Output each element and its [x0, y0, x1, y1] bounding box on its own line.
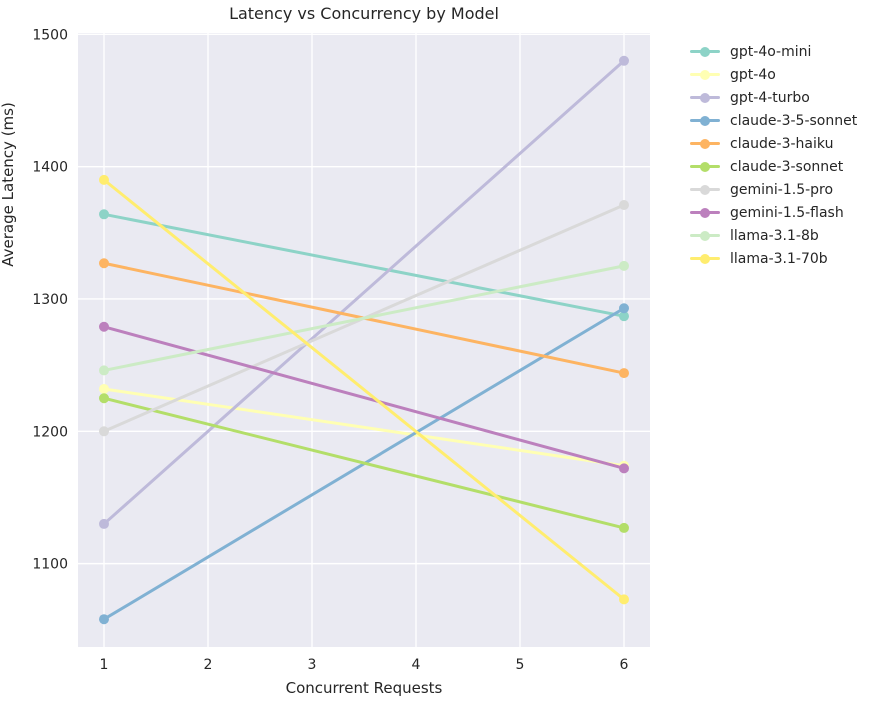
legend-dot-icon [700, 138, 710, 149]
data-point-gemini-1.5-flash-x6 [619, 463, 629, 474]
legend-line-marker-icon [690, 253, 720, 264]
data-point-claude-3-haiku-x1 [99, 258, 109, 269]
legend-label: claude-3-5-sonnet [730, 112, 858, 129]
legend-dot-icon [700, 92, 710, 103]
x-tick-label: 4 [412, 657, 421, 673]
x-axis-label: Concurrent Requests [285, 679, 443, 697]
x-tick-label: 1 [100, 657, 109, 673]
legend-line-marker-icon [690, 138, 720, 149]
data-point-claude-3-sonnet-x1 [99, 393, 109, 404]
legend-item-claude-3-sonnet: claude-3-sonnet [690, 155, 857, 178]
legend-line-marker-icon [690, 230, 720, 241]
legend-item-llama-3.1-8b: llama-3.1-8b [690, 224, 857, 247]
legend-dot-icon [700, 184, 710, 195]
y-tick-label: 1200 [32, 424, 68, 440]
data-point-llama-3.1-8b-x6 [619, 260, 629, 271]
legend-item-gpt-4o-mini: gpt-4o-mini [690, 40, 857, 63]
legend-item-gemini-1.5-pro: gemini-1.5-pro [690, 178, 857, 201]
data-point-claude-3-haiku-x6 [619, 368, 629, 379]
legend-label: gemini-1.5-flash [730, 204, 844, 221]
series-line-llama-3.1-70b [102, 178, 626, 601]
legend-item-claude-3-5-sonnet: claude-3-5-sonnet [690, 109, 857, 132]
legend: gpt-4o-mini gpt-4o gpt-4-turbo claude-3-5-s… [690, 40, 857, 270]
legend-label: gemini-1.5-pro [730, 181, 834, 198]
y-tick-label: 1300 [32, 292, 68, 308]
data-point-gpt-4-turbo-x6 [619, 55, 629, 66]
legend-label: llama-3.1-70b [730, 250, 828, 267]
chart-title: Latency vs Concurrency by Model [229, 4, 499, 23]
plot-area [78, 33, 650, 647]
x-tick-label: 2 [204, 657, 213, 673]
legend-label: gpt-4o-mini [730, 43, 812, 60]
series-line-gemini-1.5-flash [102, 325, 626, 470]
data-point-llama-3.1-8b-x1 [99, 365, 109, 376]
y-axis-label: Average Latency (ms) [0, 102, 17, 267]
data-point-gpt-4o-x1 [99, 383, 109, 394]
data-point-gemini-1.5-pro-x1 [99, 426, 109, 437]
legend-line-marker-icon [690, 115, 720, 126]
legend-dot-icon [700, 253, 710, 264]
data-point-claude-3-sonnet-x6 [619, 522, 629, 533]
legend-line-marker-icon [690, 184, 720, 195]
legend-item-claude-3-haiku: claude-3-haiku [690, 132, 857, 155]
data-point-gemini-1.5-flash-x1 [99, 321, 109, 332]
y-tick-label: 1100 [32, 557, 68, 573]
data-point-claude-3-5-sonnet-x6 [619, 303, 629, 314]
legend-dot-icon [700, 69, 710, 80]
y-tick-label: 1500 [32, 27, 68, 43]
x-tick-label: 3 [308, 657, 317, 673]
legend-item-gpt-4o: gpt-4o [690, 63, 857, 86]
legend-line-marker-icon [690, 46, 720, 57]
data-point-gpt-4-turbo-x1 [99, 518, 109, 529]
legend-item-gpt-4-turbo: gpt-4-turbo [690, 86, 857, 109]
legend-dot-icon [700, 115, 710, 126]
x-tick-label: 5 [516, 657, 525, 673]
x-tick-label: 6 [620, 657, 629, 673]
legend-dot-icon [700, 161, 710, 172]
legend-label: llama-3.1-8b [730, 227, 819, 244]
series-line-claude-3-sonnet [102, 396, 626, 530]
series-line-gpt-4o [102, 387, 626, 468]
legend-label: claude-3-sonnet [730, 158, 844, 175]
series-line-llama-3.1-8b [102, 264, 626, 372]
legend-label: gpt-4-turbo [730, 89, 810, 106]
data-point-gpt-4o-mini-x6 [619, 311, 629, 322]
data-point-gpt-4o-mini-x1 [99, 209, 109, 220]
legend-label: claude-3-haiku [730, 135, 834, 152]
legend-line-marker-icon [690, 69, 720, 80]
data-point-claude-3-5-sonnet-x1 [99, 614, 109, 625]
legend-line-marker-icon [690, 161, 720, 172]
legend-label: gpt-4o [730, 66, 776, 83]
legend-item-llama-3.1-70b: llama-3.1-70b [690, 247, 857, 270]
legend-item-gemini-1.5-flash: gemini-1.5-flash [690, 201, 857, 224]
series-line-gpt-4o-mini [102, 212, 626, 318]
legend-line-marker-icon [690, 207, 720, 218]
legend-line-marker-icon [690, 92, 720, 103]
data-point-llama-3.1-70b-x1 [99, 174, 109, 185]
legend-dot-icon [700, 207, 710, 218]
data-point-llama-3.1-70b-x6 [619, 594, 629, 605]
legend-dot-icon [700, 46, 710, 57]
y-tick-label: 1400 [32, 160, 68, 176]
data-point-gemini-1.5-pro-x6 [619, 200, 629, 211]
series-line-gpt-4-turbo [102, 59, 626, 526]
legend-dot-icon [700, 230, 710, 241]
